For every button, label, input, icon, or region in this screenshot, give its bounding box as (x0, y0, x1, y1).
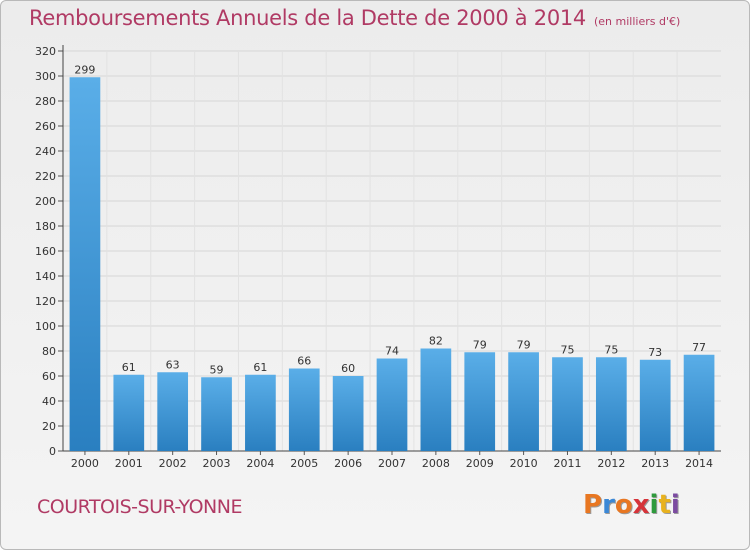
bar (552, 357, 583, 451)
y-tick-label: 140 (35, 270, 56, 283)
chart-subtitle: (en milliers d'€) (594, 15, 681, 28)
bar (595, 357, 627, 451)
x-tick-label: 2000 (71, 457, 99, 470)
x-tick-label: 2009 (466, 457, 494, 470)
bar (420, 348, 452, 451)
y-tick-label: 120 (35, 295, 56, 308)
bar (376, 358, 408, 451)
bar-value-label: 61 (253, 361, 267, 374)
x-tick-label: 2013 (641, 457, 669, 470)
bar-value-label: 75 (560, 343, 574, 356)
brand-letter: t (658, 490, 671, 520)
brand-letter: r (602, 490, 615, 520)
bar (288, 368, 320, 451)
bar-value-label: 75 (604, 343, 618, 356)
bar (639, 359, 671, 451)
bars (69, 77, 715, 451)
bar-value-label: 60 (341, 362, 355, 375)
data-labels: 299 2000 61 2001 63 2002 59 2003 61 2004 66 2005 60 2… (71, 63, 713, 470)
bar (201, 377, 232, 451)
bar (508, 352, 539, 451)
brand-letter: i (670, 490, 680, 520)
y-tick-label: 320 (35, 45, 56, 58)
bar (245, 374, 276, 451)
bar-value-label: 299 (74, 63, 95, 76)
x-tick-label: 2008 (422, 457, 450, 470)
y-tick-label: 220 (35, 170, 56, 183)
y-tick-label: 280 (35, 95, 56, 108)
y-tick-label: 180 (35, 220, 56, 233)
title-row: Remboursements Annuels de la Dette de 20… (29, 6, 680, 30)
bar-value-label: 74 (385, 345, 399, 358)
bar-value-label: 82 (429, 335, 443, 348)
brand-letter: P (583, 490, 603, 520)
x-tick-label: 2002 (159, 457, 187, 470)
bar-value-label: 79 (517, 338, 531, 351)
bar (113, 374, 145, 451)
bar-value-label: 73 (648, 346, 662, 359)
x-tick-label: 2003 (203, 457, 231, 470)
x-tick-label: 2004 (246, 457, 274, 470)
x-tick-label: 2011 (553, 457, 581, 470)
brand-letter: o (614, 490, 633, 520)
x-tick-label: 2005 (290, 457, 318, 470)
y-tick-label: 20 (42, 420, 56, 433)
bar-value-label: 77 (692, 341, 706, 354)
chart-title: Remboursements Annuels de la Dette de 20… (29, 6, 586, 30)
bar-value-label: 66 (297, 355, 311, 368)
brand-letter: x (632, 490, 650, 520)
y-tick-label: 0 (49, 445, 56, 458)
bar (464, 352, 496, 451)
brand-letter: i (649, 490, 659, 520)
bar (332, 376, 364, 451)
proxiti-logo[interactable]: Proxiti (583, 490, 680, 520)
bar (157, 372, 189, 451)
y-tick-label: 260 (35, 120, 56, 133)
bar-value-label: 59 (210, 363, 224, 376)
y-tick-label: 240 (35, 145, 56, 158)
y-tick-label: 100 (35, 320, 56, 333)
y-tick-label: 200 (35, 195, 56, 208)
bar-value-label: 61 (122, 361, 136, 374)
y-tick-label: 80 (42, 345, 56, 358)
city-name: COURTOIS-SUR-YONNE (37, 496, 242, 518)
y-tick-label: 60 (42, 370, 56, 383)
y-tick-label: 40 (42, 395, 56, 408)
x-tick-label: 2012 (597, 457, 625, 470)
x-tick-label: 2007 (378, 457, 406, 470)
x-tick-label: 2010 (510, 457, 538, 470)
bar (69, 77, 101, 451)
bar-value-label: 63 (166, 358, 180, 371)
bar (683, 354, 715, 451)
x-tick-label: 2006 (334, 457, 362, 470)
y-tick-label: 300 (35, 70, 56, 83)
bar-value-label: 79 (473, 338, 487, 351)
x-tick-label: 2001 (115, 457, 143, 470)
x-tick-label: 2014 (685, 457, 713, 470)
y-tick-label: 160 (35, 245, 56, 258)
